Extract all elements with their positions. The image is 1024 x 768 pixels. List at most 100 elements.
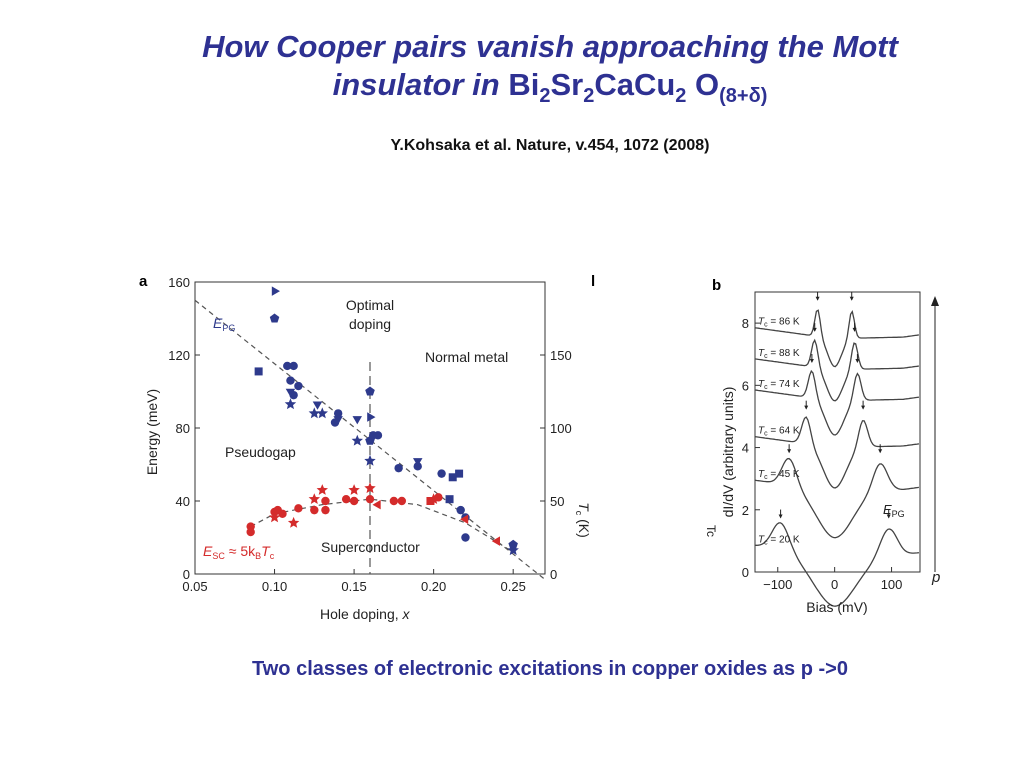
data-point-star [308,493,320,504]
data-point-star [316,407,328,419]
data-point-star [364,454,376,466]
title-line-2: insulator in Bi2Sr2CaCu2 O(8+δ) [140,66,960,107]
data-point-star [351,434,363,446]
tc-label: Tc = 45 K [758,469,800,481]
formula-bi: Bi [508,67,540,102]
data-point-star [507,544,519,556]
b-y-axis-label: dI/dV (arbitrary units) [720,387,736,518]
tc-label: Tc = 64 K [758,426,800,438]
formula-bi-sub: 2 [539,85,551,107]
gap-arrow-head [861,405,866,410]
panel-label-a: a [139,273,148,290]
gap-arrow-head [809,359,814,363]
y2-tick-label: 50 [550,494,564,509]
data-point-tri-left [491,536,500,546]
y-tick-label: 0 [183,567,190,582]
axis-ticks: 0.05 0.10 0.15 0.20 0.25 0 40 80 120 160 0 50 100 150 [168,275,571,594]
data-point-circle [286,376,295,385]
gap-arrow-head [849,296,854,301]
y2-tick-label: 100 [550,421,572,436]
spectrum-curve [754,457,919,539]
data-point-star [316,484,328,495]
superconductor-label: Superconductor [321,539,420,555]
tunneling-spectra-chart: b −100 0 100 0 2 4 6 8 Tc = 86 K Tc = 88 K Tc = 7… [704,277,940,615]
data-point-star [364,482,376,494]
data-points [246,286,519,556]
data-point-circle [278,509,287,518]
tc-label: Tc = 20 K [758,534,800,546]
data-point-circle [349,496,359,506]
cropped-fragment: Tc [704,525,718,537]
reference: Y.Kohsaka et al. Nature, v.454, 1072 (20… [390,137,710,154]
b-y-tick-label: 0 [742,565,749,580]
data-point-star [284,398,297,410]
data-point-star [287,516,300,528]
b-x-tick-label: 100 [881,577,903,592]
data-point-circle [321,505,330,515]
data-point-tri-down [312,401,323,410]
spectrum-curve [755,522,919,607]
b-x-axis-label: Bias (mV) [806,599,867,615]
data-point-circle [389,496,399,506]
x-axis-label: Hole doping, x [320,606,411,622]
tc-label: Tc = 88 K [758,348,800,360]
x-tick-label: 0.25 [501,579,526,594]
data-point-circle [437,469,446,478]
data-point-tri-left [460,514,469,524]
data-point-square [426,497,435,505]
x-tick-label: 0.05 [182,579,207,594]
spectrum-curve [754,309,920,368]
gap-arrow-head [815,296,820,301]
spectrum-curve [754,338,920,402]
y2-tick-label: 150 [550,348,572,363]
formula-o-sub: (8+δ) [719,85,768,107]
x-tick-label: 0.10 [262,579,287,594]
panel-mark: l [591,273,595,290]
data-point-star [268,511,281,523]
formula-sr-sub: 2 [583,85,595,107]
data-point-square [445,495,454,504]
data-point-circle [333,409,343,418]
gap-arrow-head [804,405,809,410]
formula-sr: Sr [550,67,584,102]
b-epg-label: EPG [883,502,905,519]
data-point-tri-down [285,388,296,397]
data-point-tri-left [372,499,381,510]
formula-o: O [686,67,720,102]
optimal-label: Optimal [346,297,394,313]
y-tick-label: 40 [176,494,190,509]
x-axis-var: x [402,606,411,622]
esc-label: ESC ≈ 5kBTc [203,543,275,561]
data-point-pent [269,313,280,323]
tc-label: Tc = 74 K [758,379,800,391]
data-point-star [308,407,320,419]
y-tick-label: 80 [176,421,190,436]
epg-label: EPG [213,315,235,333]
p-label: p [931,569,940,586]
slide-caption: Two classes of electronic excitations in… [252,658,848,680]
data-point-circle [365,494,375,504]
epg-dashed-line [194,299,546,580]
data-point-circle [321,496,330,506]
y-tick-label: 120 [168,348,190,363]
data-point-circle [397,496,407,506]
spectra-curves: Tc = 86 K Tc = 88 K Tc = 74 K Tc = 64 K Tc =… [754,291,920,607]
data-point-circle [413,462,422,471]
data-point-circle [394,463,403,473]
formula-cacu-sub: 2 [675,85,687,107]
normal-metal-label: Normal metal [425,349,508,365]
title-line-2-text: insulator in [332,67,500,102]
data-point-circle [294,504,303,513]
data-point-circle [283,361,292,371]
y-tick-label: 160 [168,275,190,290]
data-point-circle [434,493,443,502]
b-x-tick-label: −100 [763,577,792,592]
data-point-tri-down [333,416,343,425]
gap-arrow-head [855,359,860,363]
data-point-star [348,484,360,495]
tc-label: Tc = 86 K [758,317,800,329]
title-line-1: How Cooper pairs vanish approaching the … [202,29,898,64]
p-arrow-head [931,296,939,306]
data-point-tri-down [352,416,362,425]
gap-arrow-head [812,327,817,332]
